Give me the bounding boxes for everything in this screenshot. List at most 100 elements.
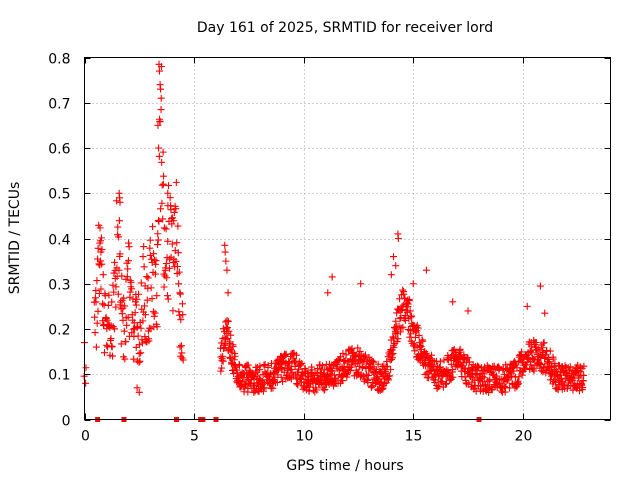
data-point: [222, 257, 230, 265]
data-point: [357, 280, 365, 288]
data-point: [392, 317, 400, 325]
data-point: [166, 194, 174, 202]
data-point: [96, 224, 104, 232]
data-point: [367, 383, 375, 391]
data-point: [386, 372, 394, 380]
data-point: [399, 286, 407, 294]
data-point: [330, 371, 338, 379]
data-point: [390, 343, 398, 351]
data-point: [113, 197, 121, 205]
data-point: [221, 334, 229, 342]
data-point: [94, 244, 102, 252]
x-tick-label: 20: [515, 429, 533, 445]
data-point: [125, 239, 133, 247]
data-point: [318, 362, 326, 370]
data-point: [168, 214, 176, 222]
data-point: [407, 313, 415, 321]
data-point: [94, 307, 102, 315]
data-point: [329, 362, 337, 370]
data-point: [170, 217, 178, 225]
data-point: [427, 355, 435, 363]
data-point: [92, 343, 100, 351]
data-point: [168, 240, 176, 248]
data-point: [177, 342, 185, 350]
data-point: [147, 284, 155, 292]
data-point: [338, 372, 346, 380]
data-point: [552, 378, 560, 386]
data-point: [464, 354, 472, 362]
data-point: [551, 360, 559, 368]
data-point: [286, 373, 294, 381]
data-point: [402, 314, 410, 322]
data-point: [224, 347, 232, 355]
data-point: [363, 375, 371, 383]
data-point: [405, 297, 413, 305]
data-point: [521, 364, 529, 372]
data-point: [287, 365, 295, 373]
data-point: [140, 263, 148, 271]
data-point: [128, 329, 136, 337]
data-point: [175, 280, 183, 288]
data-point: [123, 321, 131, 329]
data-point: [150, 312, 158, 320]
data-point: [260, 387, 268, 395]
data-point: [124, 257, 132, 265]
data-point: [93, 319, 101, 327]
data-point: [140, 302, 148, 310]
data-point: [117, 298, 125, 306]
data-point: [115, 266, 123, 274]
data-point: [159, 180, 167, 188]
y-tick-label: 0.5: [48, 187, 70, 203]
data-point: [149, 223, 157, 231]
data-point: [135, 290, 143, 298]
data-point: [387, 271, 395, 279]
x-axis-label: GPS time / hours: [286, 458, 403, 474]
data-point: [146, 244, 154, 252]
data-point: [399, 301, 407, 309]
data-point: [277, 373, 285, 381]
data-point: [348, 361, 356, 369]
data-point: [151, 256, 159, 264]
data-point: [235, 361, 243, 369]
data-point: [281, 360, 289, 368]
data-point: [328, 273, 336, 281]
data-point: [117, 340, 125, 348]
data-point: [579, 384, 587, 392]
data-point: [324, 289, 332, 297]
data-point: [390, 253, 398, 261]
data-point: [176, 311, 184, 319]
x-tick-label: 0: [81, 429, 90, 445]
data-point: [155, 144, 163, 152]
y-axis-label: SRMTID / TECUs: [7, 182, 23, 295]
y-tick-label: 0.2: [48, 323, 70, 339]
data-point: [293, 380, 301, 388]
data-point: [156, 117, 164, 125]
data-point: [164, 237, 172, 245]
data-point: [436, 358, 444, 366]
data-point: [428, 351, 436, 359]
data-point: [246, 366, 254, 374]
data-point: [108, 343, 116, 351]
data-point: [154, 241, 162, 249]
data-point: [575, 387, 583, 395]
data-point: [353, 370, 361, 378]
data-point: [124, 313, 132, 321]
data-point: [392, 262, 400, 270]
data-point: [138, 339, 146, 347]
data-point: [464, 307, 472, 315]
data-point: [107, 335, 115, 343]
y-tick-label: 0: [62, 414, 71, 430]
data-point: [115, 233, 123, 241]
data-point: [137, 279, 145, 287]
data-point: [96, 239, 104, 247]
data-point: [580, 371, 588, 379]
data-point: [450, 345, 458, 353]
data-point: [269, 384, 277, 392]
data-point: [174, 249, 182, 257]
data-point: [134, 323, 142, 331]
data-point: [394, 335, 402, 343]
data-point: [123, 273, 131, 281]
data-point: [449, 298, 457, 306]
data-point: [97, 285, 105, 293]
data-point: [135, 358, 143, 366]
